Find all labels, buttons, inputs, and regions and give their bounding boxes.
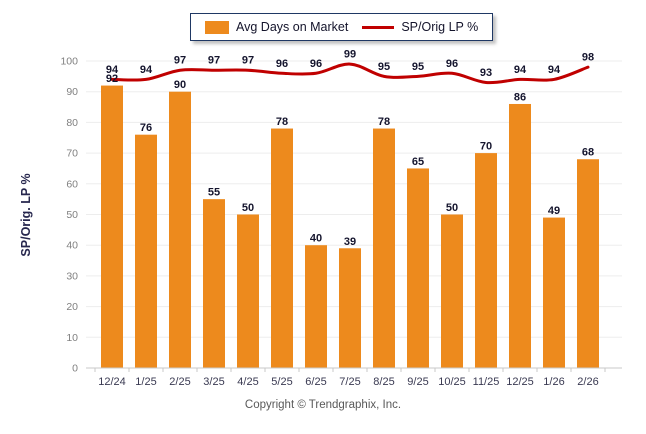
bar bbox=[169, 91, 191, 368]
x-tick-label: 9/25 bbox=[407, 376, 428, 388]
bar-value-label: 90 bbox=[174, 79, 186, 91]
line-series-swatch-icon bbox=[362, 25, 395, 29]
bar bbox=[509, 103, 531, 368]
x-tick-label: 1/25 bbox=[135, 376, 156, 388]
bar bbox=[339, 248, 361, 368]
bar-value-label: 86 bbox=[514, 91, 526, 103]
legend-label-avg-days-on-market: Avg Days on Market bbox=[236, 20, 349, 34]
line-value-label: 97 bbox=[174, 55, 186, 67]
bar-value-label: 70 bbox=[480, 141, 492, 153]
x-tick-label: 5/25 bbox=[271, 376, 292, 388]
x-tick-label: 12/25 bbox=[506, 376, 534, 388]
y-tick-label: 80 bbox=[66, 117, 78, 129]
data-labels: 92 76 90 55 50 78 40 39 78 65 50 70 86 49 68 94 94 97 97 97… bbox=[106, 49, 594, 248]
bar bbox=[373, 128, 395, 368]
line-value-label: 94 bbox=[514, 64, 527, 76]
line-value-label: 98 bbox=[582, 52, 594, 64]
line-value-label: 96 bbox=[310, 58, 322, 70]
line-value-label: 96 bbox=[276, 58, 288, 70]
bar bbox=[271, 128, 293, 368]
x-tick-label: 12/24 bbox=[98, 376, 126, 388]
x-tick-label: 3/25 bbox=[203, 376, 224, 388]
y-tick-label: 70 bbox=[66, 148, 78, 160]
bar-value-label: 49 bbox=[548, 205, 560, 217]
y-tick-label: 60 bbox=[66, 178, 78, 190]
line-value-label: 95 bbox=[378, 61, 390, 73]
bar-value-label: 50 bbox=[446, 202, 458, 214]
bar bbox=[135, 134, 157, 368]
bar bbox=[101, 85, 123, 368]
x-tick-label: 11/25 bbox=[473, 376, 500, 388]
bar-value-label: 55 bbox=[208, 187, 220, 199]
line-value-label: 95 bbox=[412, 61, 424, 73]
line-value-label: 96 bbox=[446, 58, 458, 70]
y-tick-label: 30 bbox=[66, 270, 78, 282]
x-tick-label: 8/25 bbox=[373, 376, 394, 388]
line-value-label: 99 bbox=[344, 49, 356, 61]
x-tick-label: 7/25 bbox=[339, 376, 360, 388]
combo-chart: 92 76 90 55 50 78 40 39 78 65 50 70 86 49 68 94 94 97 97 97… bbox=[19, 49, 622, 388]
bar-value-label: 40 bbox=[310, 233, 322, 245]
legend-label-sp-orig-lp: SP/Orig LP % bbox=[401, 20, 479, 34]
line-value-label: 97 bbox=[242, 55, 254, 67]
line-value-label: 97 bbox=[208, 55, 220, 67]
line-value-label: 94 bbox=[140, 64, 153, 76]
bar bbox=[305, 245, 327, 368]
legend-item-sp-orig-lp: SP/Orig LP % bbox=[362, 20, 478, 34]
x-tick-label: 10/25 bbox=[438, 376, 466, 388]
x-tick-label: 1/26 bbox=[543, 376, 564, 388]
y-tick-label: 100 bbox=[60, 56, 78, 68]
x-tick-label: 6/25 bbox=[305, 376, 326, 388]
bar-value-label: 50 bbox=[242, 202, 254, 214]
bar-value-label: 68 bbox=[582, 147, 594, 159]
x-tick-label: 2/25 bbox=[169, 376, 190, 388]
line-series bbox=[110, 62, 590, 85]
bar bbox=[577, 159, 599, 368]
y-axis-title: SP/Orig. LP % bbox=[19, 173, 33, 256]
copyright-text: Copyright © Trendgraphix, Inc. bbox=[244, 399, 402, 411]
line-value-label: 93 bbox=[480, 67, 492, 79]
x-tick-label: 2/26 bbox=[577, 376, 598, 388]
legend-item-avg-days-on-market: Avg Days on Market bbox=[205, 20, 348, 34]
bar-series bbox=[101, 85, 599, 368]
y-tick-label: 10 bbox=[66, 332, 78, 344]
bar-value-label: 78 bbox=[276, 116, 288, 128]
y-tick-label: 20 bbox=[66, 301, 78, 313]
bar bbox=[203, 199, 225, 368]
bar-value-label: 78 bbox=[378, 116, 390, 128]
bar bbox=[441, 214, 463, 368]
y-tick-label: 40 bbox=[66, 240, 78, 252]
bar bbox=[407, 168, 429, 368]
bar-series-swatch-icon bbox=[205, 20, 229, 34]
chart-legend: Avg Days on Market SP/Orig LP % bbox=[190, 13, 494, 41]
line-value-label: 94 bbox=[106, 64, 119, 76]
y-tick-label: 90 bbox=[66, 86, 78, 98]
bar-value-label: 39 bbox=[344, 236, 356, 248]
bar-value-label: 65 bbox=[412, 156, 424, 168]
line-value-label: 94 bbox=[548, 64, 561, 76]
y-tick-label: 50 bbox=[66, 209, 78, 221]
trend-line bbox=[110, 62, 590, 85]
x-tick-label: 4/25 bbox=[237, 376, 258, 388]
bar bbox=[543, 217, 565, 368]
y-tick-label: 0 bbox=[72, 363, 78, 375]
axes: 0 10 20 30 40 50 60 70 80 90 100 12/24 1/25 2/25 3/25 4… bbox=[60, 56, 622, 388]
bar-value-label: 76 bbox=[140, 122, 152, 134]
bar-value-label: 92 bbox=[106, 73, 118, 85]
bar bbox=[237, 214, 259, 368]
bar bbox=[475, 153, 497, 368]
